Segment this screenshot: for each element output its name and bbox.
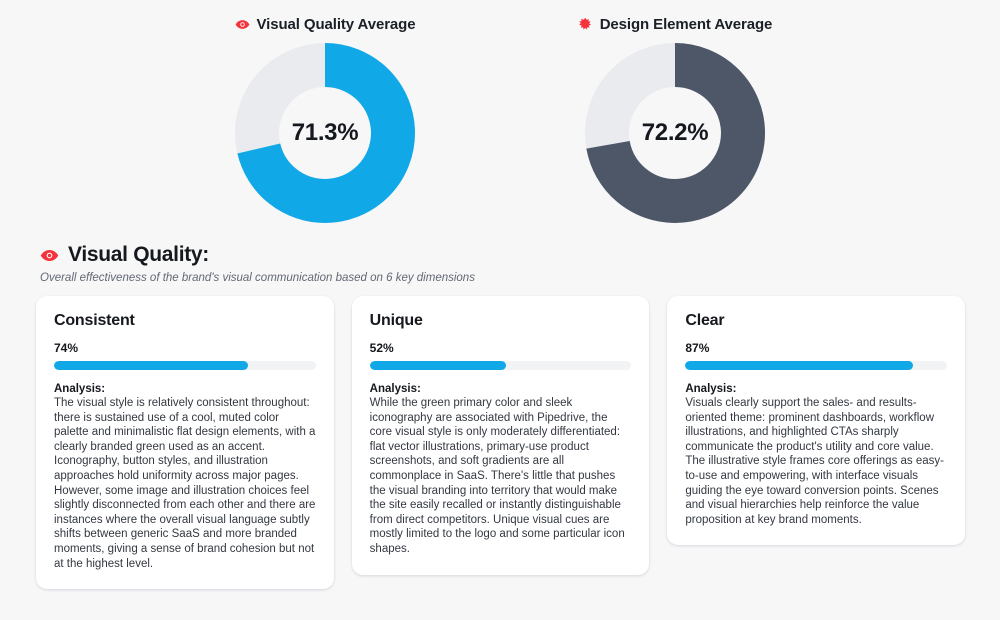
gauge-design-element-average: Design Element Average 72.2% (530, 16, 820, 223)
section-title-text: Visual Quality: (68, 243, 209, 266)
dimension-card-unique: Unique 52% Analysis: While the green pri… (351, 296, 650, 575)
gauge-title: Design Element Average (578, 16, 773, 33)
dimension-card-consistent: Consistent 74% Analysis: The visual styl… (36, 296, 334, 590)
analysis-label: Analysis: (369, 383, 421, 395)
gauge-visual-quality-average: Visual Quality Average 71.3% (180, 16, 470, 223)
gauge-title: Visual Quality Average (235, 16, 416, 33)
donut-center-value: 72.2% (641, 119, 709, 146)
score-progress-fill (685, 361, 913, 370)
card-title: Clear (685, 312, 725, 329)
analysis-label: Analysis: (54, 383, 106, 395)
score-progress-bar (685, 361, 948, 370)
card-score-value: 74% (54, 341, 79, 355)
donut-chart: 71.3% (235, 43, 415, 223)
dimension-card-list: Consistent 74% Analysis: The visual styl… (0, 284, 1000, 590)
score-progress-fill (369, 361, 506, 370)
score-progress-bar (54, 361, 316, 370)
donut-center-value: 71.3% (291, 119, 359, 146)
card-score-value: 87% (685, 341, 710, 355)
eye-icon (40, 246, 59, 265)
analysis-text: The visual style is relatively consisten… (54, 397, 316, 570)
gauge-summary-section: Visual Quality Average 71.3% Design Elem… (0, 0, 1000, 223)
score-progress-fill (54, 361, 248, 370)
card-title: Unique (369, 312, 423, 329)
dimension-card-clear: Clear 87% Analysis: Visuals clearly supp… (667, 296, 966, 546)
card-score-value: 52% (369, 341, 394, 355)
visual-quality-section-header: Visual Quality: Overall effectiveness of… (40, 243, 1000, 284)
analysis-text: Visuals clearly support the sales- and r… (685, 397, 944, 526)
page-title: Visual Quality: (40, 243, 1000, 267)
eye-icon (235, 17, 250, 32)
gauge-label: Design Element Average (599, 16, 773, 33)
sparkle-burst-icon (578, 17, 593, 32)
analysis-label: Analysis: (685, 383, 737, 395)
card-title: Consistent (54, 312, 135, 329)
section-subtitle: Overall effectiveness of the brand's vis… (40, 272, 475, 284)
donut-chart: 72.2% (585, 43, 765, 223)
analysis-text: While the green primary color and sleek … (369, 397, 625, 555)
score-progress-bar (369, 361, 632, 370)
gauge-label: Visual Quality Average (256, 16, 416, 33)
